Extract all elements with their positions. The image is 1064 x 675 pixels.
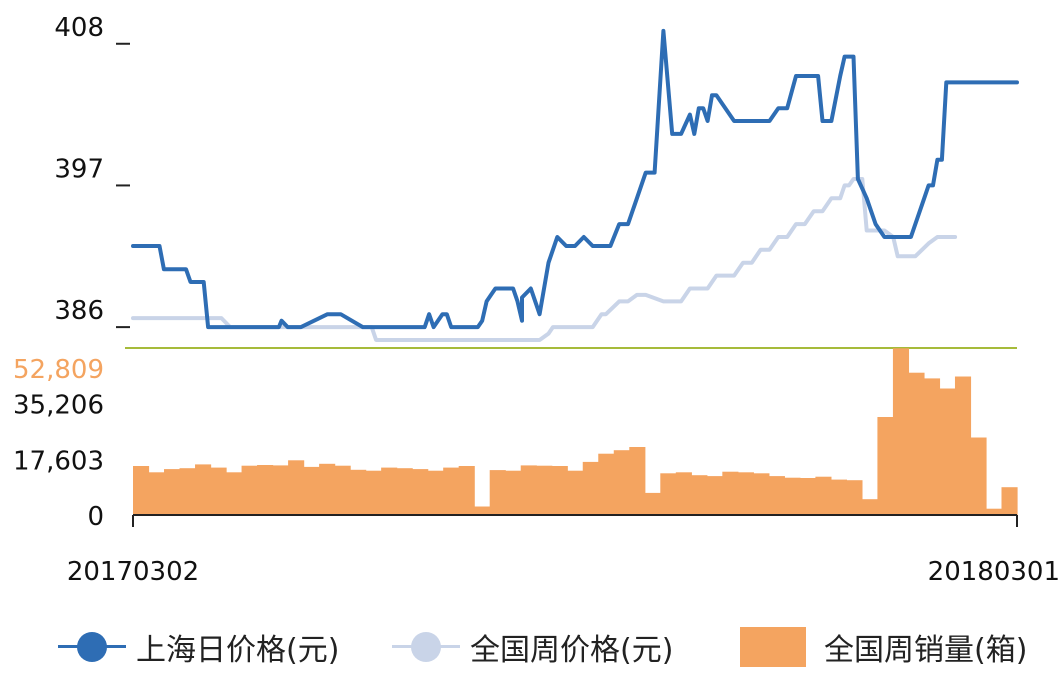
volume-bar [985,508,1003,515]
volume-bar [458,466,475,515]
volume-panel: 0 17,603 35,206 52,809 [13,348,1018,532]
legend-label: 全国周价格(元) [470,633,674,668]
chart-canvas: 386 397 408 0 17,603 35,206 52,809 20170302 2… [13,13,1060,587]
volume-bar [226,472,243,515]
price-tick-marks [116,42,130,329]
price-series-line [131,177,958,342]
volume-bar [195,464,212,515]
line-dot-icon [392,632,460,662]
volume-bar [861,499,879,515]
volume-bar [334,465,351,515]
volume-bar [567,470,584,515]
y-tick-label: 35,206 [13,391,104,421]
legend-item-national-weekly-price: 全国周价格(元) [392,625,673,669]
volume-bar [520,465,537,515]
volume-bar [892,348,910,515]
volume-bar [396,468,413,515]
volume-bar [272,465,289,515]
volume-bar [691,475,708,515]
volume-bar [675,472,692,515]
volume-bar [350,469,367,515]
line-dot-icon [58,632,126,662]
volume-bar [582,461,599,515]
volume-bar [908,372,925,515]
bar-swatch-icon [740,627,806,667]
volume-bar [133,466,150,515]
volume-bar [939,388,956,515]
volume-bar [753,473,770,515]
volume-bar [319,463,336,515]
volume-bar [877,417,894,515]
legend-item-national-weekly-volume: 全国周销量(箱) [740,625,1027,669]
volume-bar [412,469,429,515]
volume-bar [598,453,615,515]
volume-bar [551,466,568,515]
volume-bar [443,467,460,515]
volume-bar [660,473,677,515]
volume-bar [427,470,444,515]
volume-bars [133,348,1018,515]
y-tick-label: 408 [54,13,104,43]
volume-bar [799,478,816,515]
volume-bar [381,467,398,515]
x-tick-label-end: 20180301 [928,557,1060,587]
volume-bar [505,470,522,515]
volume-bar [148,472,165,515]
volume-bar [784,477,801,515]
volume-bar [536,465,553,515]
volume-bar [1001,487,1018,515]
volume-bar [613,450,630,515]
volume-bar [257,465,274,515]
legend-label: 上海日价格(元) [136,633,340,668]
volume-bar [923,378,941,515]
volume-bar [737,472,754,515]
y-tick-label: 386 [54,296,104,326]
price-series-line [131,28,1019,330]
volume-tick-labels: 0 17,603 35,206 52,809 [13,355,104,532]
y-tick-label: 52,809 [13,355,104,385]
volume-bar [210,467,227,515]
volume-bar [164,469,181,515]
volume-bar [303,466,320,515]
volume-bar [629,447,646,515]
legend-item-shanghai-daily-price: 上海日价格(元) [58,625,339,669]
price-panel: 386 397 408 [54,13,1019,342]
volume-bar [830,479,847,515]
price-lines [131,28,1019,342]
volume-bar [644,492,661,515]
price-tick-labels: 386 397 408 [54,13,104,326]
volume-bar [179,468,196,515]
y-tick-label: 17,603 [13,446,104,476]
legend-label: 全国周销量(箱) [824,633,1028,668]
volume-bar [365,470,382,515]
volume-bar [815,476,832,515]
volume-bar [706,476,723,515]
y-tick-label: 397 [54,154,104,184]
volume-bar [846,480,863,515]
x-tick-label-start: 20170302 [67,557,199,587]
volume-bar [288,460,305,515]
volume-bar [954,376,972,515]
legend: 上海日价格(元) 全国周价格(元) 全国周销量(箱) [0,615,1064,675]
volume-bar [489,470,506,515]
y-tick-label: 0 [87,502,104,532]
volume-bar [970,437,987,515]
volume-bar [722,471,739,515]
volume-bar [474,506,491,515]
volume-bar [768,476,785,515]
volume-bar [241,465,258,515]
x-axis: 20170302 20180301 [67,514,1060,587]
